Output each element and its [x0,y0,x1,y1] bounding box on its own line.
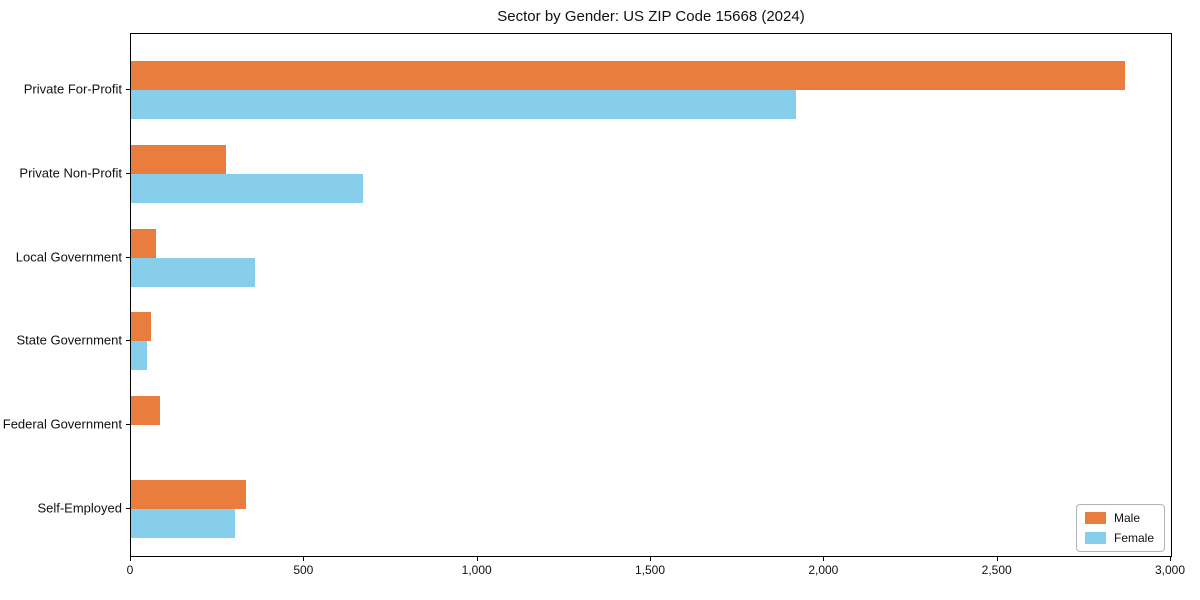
x-tick-mark [303,557,305,561]
x-tick-label: 1,000 [461,563,492,577]
legend-label: Male [1113,511,1140,525]
y-tick-mark [126,89,130,90]
x-tick-label: 3,000 [1154,563,1186,577]
legend: Male Female [1075,504,1165,552]
x-tick-label: 1,500 [634,563,666,577]
x-tick-mark [1170,557,1171,561]
male-bar-local-government [131,228,157,258]
male-bar-federal-government [131,396,160,426]
female-bar-self-employed [131,509,236,538]
x-tick-mark [130,557,131,561]
y-axis-label: State Government [16,332,123,348]
chart-title: Sector by Gender: US ZIP Code 15668 (202… [497,8,805,25]
legend-swatch-female [1084,532,1106,544]
legend-swatch-male [1084,512,1106,524]
y-axis-label: Local Government [15,249,122,265]
x-tick-label: 500 [293,563,314,577]
male-bar-private-for-profit [131,61,1125,90]
legend-label: Female [1113,531,1154,545]
x-tick-mark [823,557,825,561]
y-axis-label: Federal Government [2,416,122,432]
male-bar-state-government [131,312,151,342]
y-axis-label: Self-Employed [37,500,122,516]
plot-area: Male Female [130,33,1172,557]
y-axis-label: Private For-Profit [23,81,122,97]
x-tick-label: 2,500 [981,563,1012,577]
x-tick-mark [476,557,478,561]
x-tick-mark [650,557,651,561]
male-bar-private-non-profit [131,144,227,174]
x-tick-mark [996,557,998,561]
female-bar-private-non-profit [131,173,364,203]
y-tick-mark [126,340,130,342]
y-tick-mark [126,172,130,174]
female-bar-state-government [131,341,147,371]
y-tick-mark [126,508,130,509]
male-bar-self-employed [131,480,246,509]
y-tick-mark [126,424,130,426]
y-tick-mark [126,256,130,258]
female-bar-private-for-profit [131,90,796,119]
x-tick-label: 0 [126,563,134,577]
legend-item-male: Male [1084,511,1154,525]
x-tick-label: 2,000 [808,563,839,577]
y-axis-label: Private Non-Profit [19,165,122,181]
female-bar-local-government [131,257,256,287]
legend-item-female: Female [1084,531,1154,545]
